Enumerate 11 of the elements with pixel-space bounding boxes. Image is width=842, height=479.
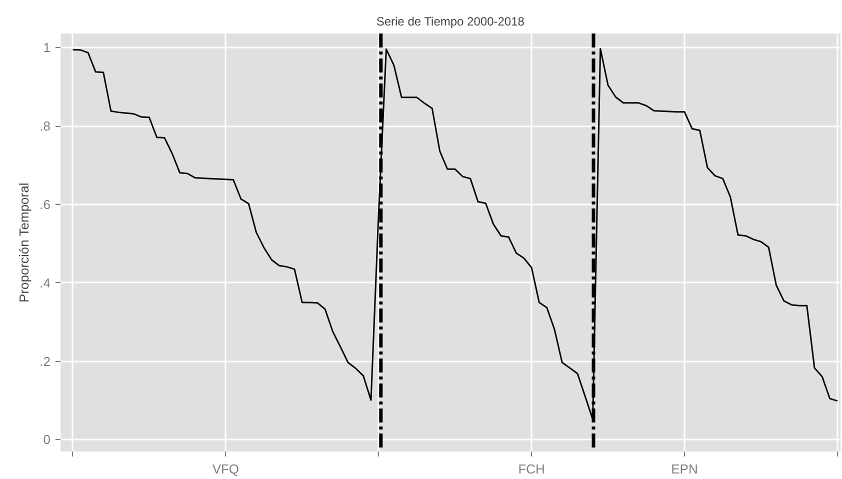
- y-tick-label: .6: [40, 196, 50, 212]
- y-tick-label: .2: [40, 354, 50, 369]
- y-axis-title: Proporción Temporal: [16, 182, 32, 302]
- x-tick-label: EPN: [671, 462, 698, 476]
- y-tick-label: 0: [43, 432, 51, 448]
- y-tick-label: .8: [40, 118, 50, 134]
- y-tick-label: 1: [43, 40, 51, 56]
- chart-title: Serie de Tiempo 2000-2018: [376, 14, 525, 28]
- x-tick-label: VFQ: [212, 462, 240, 476]
- x-tick-label: FCH: [518, 462, 545, 476]
- y-tick-label: .4: [40, 275, 50, 290]
